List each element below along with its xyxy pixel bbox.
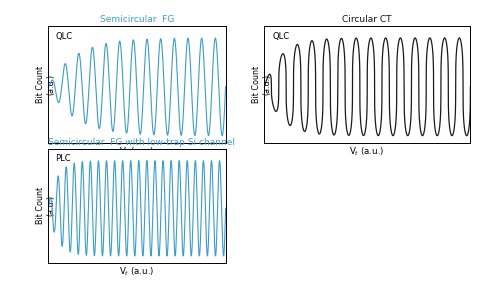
Y-axis label: Bit Count
(a.u.): Bit Count (a.u.)	[252, 66, 272, 103]
X-axis label: V$_t$ (a.u.): V$_t$ (a.u.)	[119, 266, 155, 278]
Y-axis label: Bit Count
(a.u.): Bit Count (a.u.)	[36, 66, 56, 103]
Text: PLC: PLC	[55, 154, 71, 163]
Text: Semicircular  FG with low-trap Si channel: Semicircular FG with low-trap Si channel	[48, 138, 235, 147]
Title: Circular CT: Circular CT	[342, 15, 392, 24]
Y-axis label: Bit Count
(a.u.): Bit Count (a.u.)	[36, 187, 56, 225]
X-axis label: V$_t$ (a.u.): V$_t$ (a.u.)	[349, 146, 385, 158]
Text: QLC: QLC	[55, 32, 72, 41]
Text: QLC: QLC	[272, 32, 289, 41]
X-axis label: V$_t$ (a.u.): V$_t$ (a.u.)	[119, 146, 155, 158]
Title: Semicircular  FG: Semicircular FG	[100, 15, 174, 24]
